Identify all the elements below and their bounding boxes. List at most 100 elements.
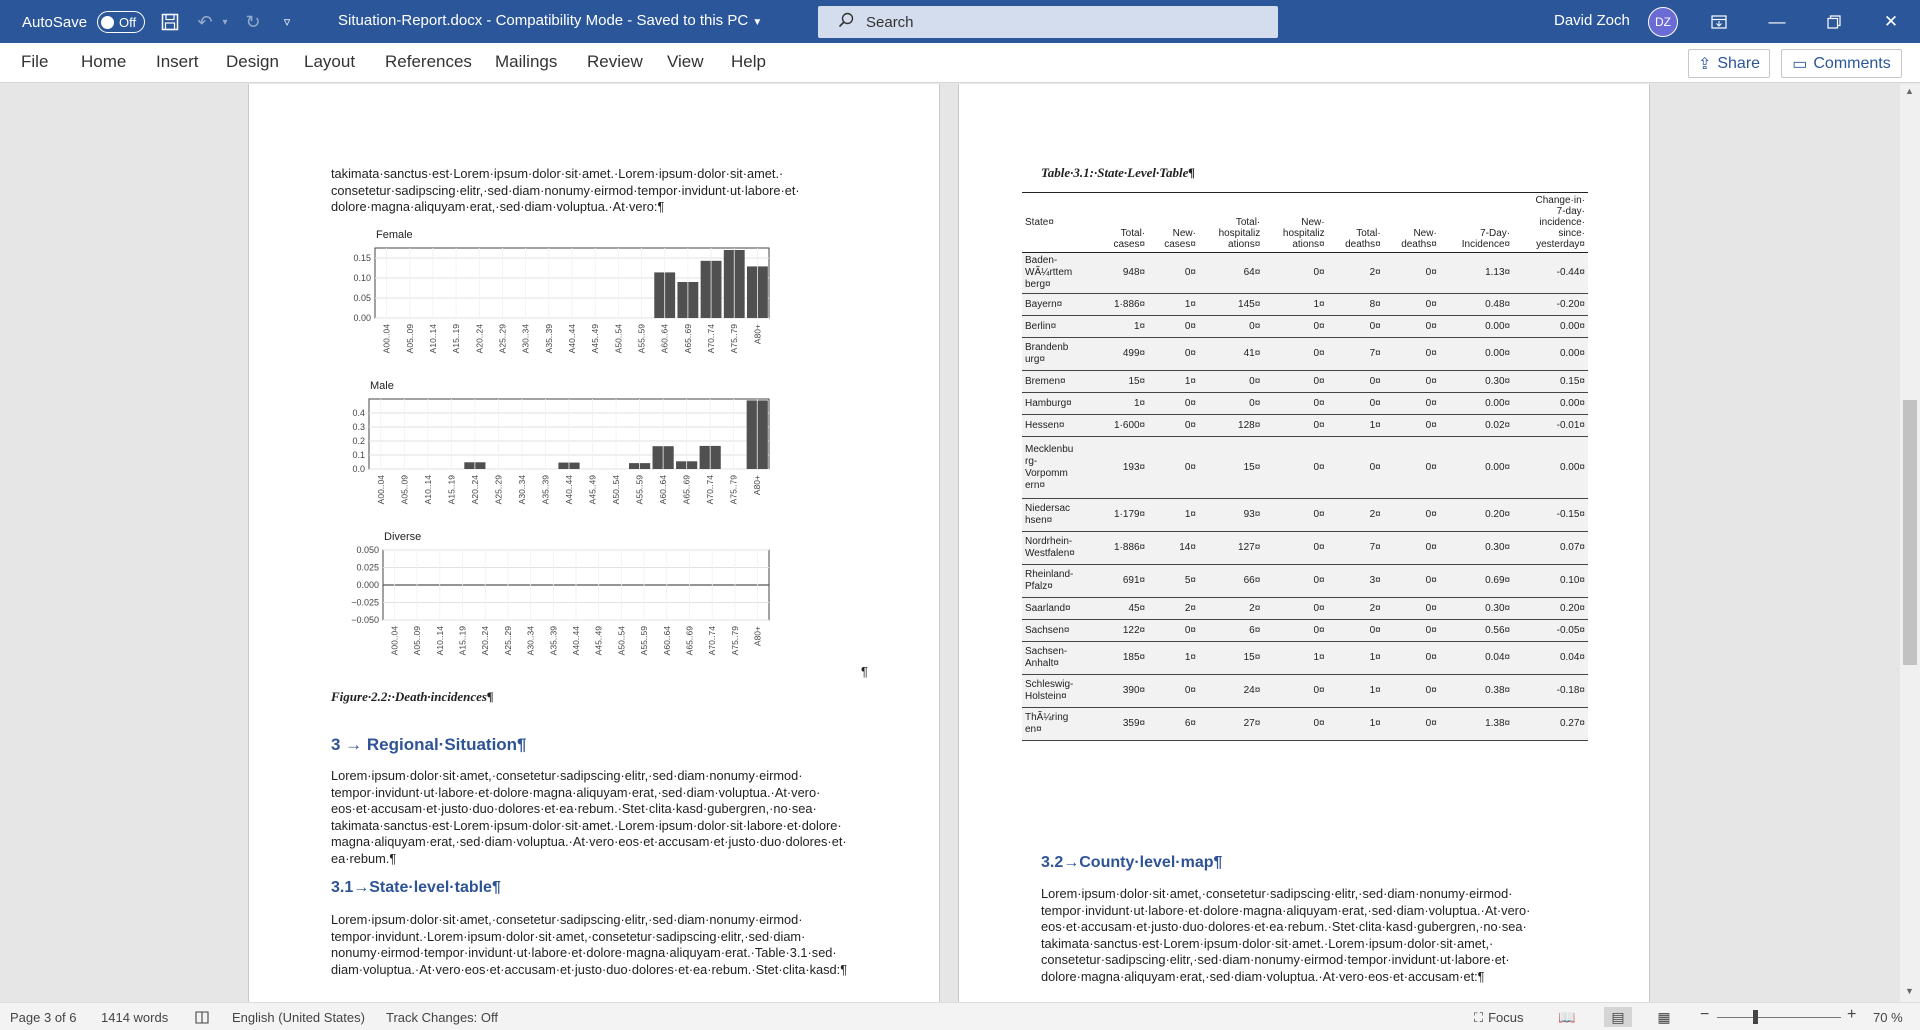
document-workspace[interactable]: takimata·sanctus·est·Lorem·ipsum·dolor·s… (0, 84, 1900, 1002)
table-cell: 1¤ (1327, 674, 1384, 708)
user-name[interactable]: David Zoch (1554, 12, 1630, 29)
table-row[interactable]: Baden- WÃ¼rttem berg¤ 948¤ 0¤ 64¤ 0¤ 2¤ 0¤ 1.13… (1022, 252, 1588, 294)
table-row[interactable]: Brandenb urg¤ 499¤ 0¤ 41¤ 0¤ 7¤ 0¤ 0.00¤ 0.00¤ (1022, 337, 1588, 371)
x-tick-label: A15..19 (451, 324, 461, 354)
x-tick-label: A55..59 (635, 475, 645, 505)
table-row[interactable]: Rheinland- Pfalz¤ 691¤ 5¤ 66¤ 0¤ 3¤ 0¤ 0.69¤ 0.1… (1022, 564, 1588, 598)
table-caption[interactable]: Table·3.1:·State·Level·Table¶ (1041, 165, 1195, 180)
table-cell: 948¤ (1097, 252, 1149, 294)
state-level-paragraph[interactable]: Lorem·ipsum·dolor·sit·amet,·consetetur·s… (331, 912, 848, 977)
autosave-toggle[interactable]: Off (97, 11, 146, 33)
figure-caption[interactable]: Figure·2.2:·Death·incidences¶ (331, 689, 494, 704)
state-level-table[interactable]: State¤ Total· cases¤ New· cases¤ Total· hos… (1022, 192, 1588, 741)
ribbon-display-options-icon[interactable] (1691, 0, 1747, 43)
tab-review[interactable]: Review (587, 52, 643, 71)
x-tick-label: A50..54 (611, 475, 621, 505)
table-row[interactable]: Hessen¤ 1·600¤ 0¤ 128¤ 0¤ 1¤ 0¤ 0.02¤ -0.01¤ (1022, 414, 1588, 437)
comments-button[interactable]: ▭ Comments (1781, 49, 1902, 78)
track-changes-status[interactable]: Track Changes: Off (386, 1010, 498, 1025)
table-cell: 41¤ (1198, 337, 1264, 371)
zoom-slider-thumb[interactable] (1753, 1010, 1759, 1024)
tab-view[interactable]: View (667, 52, 704, 71)
tab-layout[interactable]: Layout (304, 52, 356, 71)
tab-insert[interactable]: Insert (156, 52, 199, 71)
table-cell: 0.30¤ (1439, 370, 1514, 393)
table-cell: -0.20¤ (1513, 293, 1588, 316)
read-mode-icon[interactable]: 📖 (1558, 1008, 1576, 1025)
table-row[interactable]: Bayern¤ 1·886¤ 1¤ 145¤ 1¤ 8¤ 0¤ 0.48¤ -0.20¤ (1022, 293, 1588, 316)
minimize-icon[interactable]: — (1768, 11, 1786, 31)
heading-county-level-map[interactable]: 3.2→County·level·map¶ (1041, 854, 1223, 871)
save-icon[interactable] (158, 10, 182, 34)
county-level-paragraph[interactable]: Lorem·ipsum·dolor·sit·amet,·consetetur·s… (1041, 886, 1531, 984)
search-box[interactable]: Search (818, 6, 1278, 38)
undo-icon[interactable]: ↶ (197, 11, 213, 32)
tab-home[interactable]: Home (81, 52, 127, 71)
tab-references[interactable]: References (385, 52, 472, 71)
table-cell: 0¤ (1383, 674, 1440, 708)
y-tick-label: 0.10 (353, 273, 371, 283)
x-tick-label: A10..14 (423, 475, 433, 505)
x-tick-label: A35..39 (540, 475, 550, 505)
table-row[interactable]: Bremen¤ 15¤ 1¤ 0¤ 0¤ 0¤ 0¤ 0.30¤ 0.15¤ (1022, 370, 1588, 393)
table-cell: 0¤ (1383, 597, 1440, 620)
document-page-4[interactable]: Table·3.1:·State·Level·Table¶ State¤ Tota… (958, 84, 1650, 1002)
state-name-cell: Rheinland- Pfalz¤ (1022, 564, 1098, 598)
table-cell: 0¤ (1383, 531, 1440, 565)
table-row[interactable]: Sachsen- Anhalt¤ 185¤ 1¤ 15¤ 1¤ 1¤ 0¤ 0.04¤ 0.04… (1022, 641, 1588, 675)
close-icon[interactable]: ✕ (1883, 11, 1899, 31)
word-count[interactable]: 1414 words (101, 1010, 169, 1025)
table-cell: 0.07¤ (1513, 531, 1588, 565)
regional-situation-paragraph[interactable]: Lorem·ipsum·dolor·sit·amet,·consetetur·s… (331, 768, 847, 866)
scroll-up-icon[interactable]: ▲ (1905, 86, 1914, 96)
table-cell: 0¤ (1263, 531, 1328, 565)
tab-help[interactable]: Help (731, 52, 766, 71)
tab-mailings[interactable]: Mailings (495, 52, 558, 71)
print-layout-icon[interactable]: ▤ (1604, 1007, 1632, 1027)
share-button[interactable]: ⇪ Share (1688, 49, 1770, 78)
table-row[interactable]: Berlin¤ 1¤ 0¤ 0¤ 0¤ 0¤ 0¤ 0.00¤ 0.00¤ (1022, 315, 1588, 338)
state-name-cell: Saarland¤ (1022, 597, 1098, 620)
heading-regional-situation[interactable]: 3 → Regional·Situation¶ (331, 735, 527, 754)
table-row[interactable]: Schleswig- Holstein¤ 390¤ 0¤ 24¤ 0¤ 1¤ 0¤ 0.38¤… (1022, 674, 1588, 708)
restore-icon[interactable] (1806, 0, 1862, 43)
proofing-icon[interactable] (194, 1010, 210, 1027)
table-cell: -0.05¤ (1513, 619, 1588, 642)
table-row[interactable]: Niedersac hsen¤ 1·179¤ 1¤ 93¤ 0¤ 2¤ 0¤ 0.20¤ -0.… (1022, 498, 1588, 532)
table-row[interactable]: Sachsen¤ 122¤ 0¤ 6¤ 0¤ 0¤ 0¤ 0.56¤ -0.05¤ (1022, 619, 1588, 642)
title-dropdown-icon: ▼ (752, 17, 763, 28)
table-cell: 1¤ (1097, 392, 1149, 415)
page-count[interactable]: Page 3 of 6 (10, 1010, 77, 1025)
customize-quick-access-icon[interactable]: ▿ (283, 14, 291, 29)
table-row[interactable]: Saarland¤ 45¤ 2¤ 2¤ 0¤ 2¤ 0¤ 0.30¤ 0.20¤ (1022, 597, 1588, 620)
scrollbar-thumb[interactable] (1903, 400, 1917, 665)
table-cell: 45¤ (1097, 597, 1149, 620)
table-row[interactable]: Hamburg¤ 1¤ 0¤ 0¤ 0¤ 0¤ 0¤ 0.00¤ 0.00¤ (1022, 392, 1588, 415)
zoom-in-button[interactable]: + (1847, 1006, 1857, 1023)
undo-dropdown-icon[interactable]: ▾ (222, 16, 228, 28)
zoom-level[interactable]: 70 % (1873, 1010, 1903, 1025)
intro-paragraph[interactable]: takimata·sanctus·est·Lorem·ipsum·dolor·s… (331, 166, 800, 214)
zoom-slider[interactable] (1717, 1017, 1841, 1018)
focus-button[interactable]: ⛶ Focus (1474, 1010, 1524, 1026)
tab-design[interactable]: Design (226, 52, 279, 71)
x-tick-label: A10..14 (435, 626, 445, 656)
table-cell: 0¤ (1327, 315, 1384, 338)
document-title[interactable]: Situation-Report.docx - Compatibility Mo… (338, 12, 763, 29)
web-layout-icon[interactable]: ▦ (1657, 1008, 1671, 1025)
x-tick-label: A55..59 (639, 626, 649, 656)
table-cell: 0¤ (1148, 674, 1199, 708)
zoom-out-button[interactable]: − (1700, 1006, 1710, 1023)
avatar[interactable]: DZ (1648, 7, 1678, 37)
heading-state-level-table[interactable]: 3.1→State·level·table¶ (331, 879, 501, 896)
y-tick-label: 0.050 (356, 546, 379, 555)
tab-file[interactable]: File (21, 52, 49, 71)
redo-icon[interactable]: ↻ (245, 11, 261, 32)
autosave-control[interactable]: AutoSave Off (22, 11, 146, 33)
table-row[interactable]: Mecklenbu rg- Vorpomm ern¤ 193¤ 0¤ 15¤ 0¤ 0¤ 0… (1022, 436, 1588, 499)
document-page-3[interactable]: takimata·sanctus·est·Lorem·ipsum·dolor·s… (248, 84, 940, 1002)
scroll-down-icon[interactable]: ▼ (1905, 986, 1914, 996)
table-row[interactable]: Nordrhein- Westfalen¤ 1·886¤ 14¤ 127¤ 0¤ 7¤ 0¤… (1022, 531, 1588, 565)
table-row[interactable]: ThÃ¼ring en¤ 359¤ 6¤ 27¤ 0¤ 1¤ 0¤ 1.38¤ 0.27¤ (1022, 707, 1588, 741)
language-status[interactable]: English (United States) (232, 1010, 365, 1025)
